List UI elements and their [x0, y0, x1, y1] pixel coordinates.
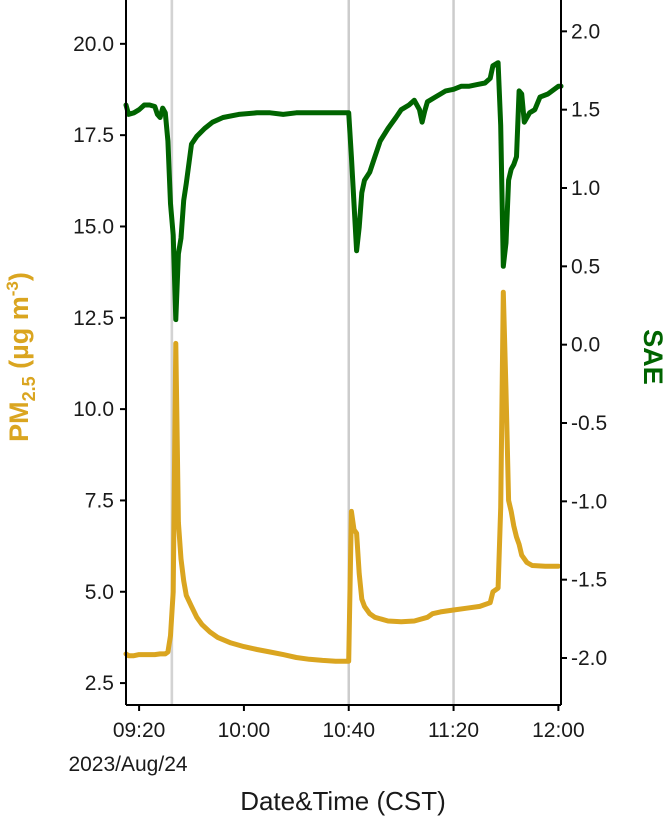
y-right-tick-label: -1.5: [571, 569, 607, 592]
x-tick-label: 11:20: [428, 719, 479, 742]
y-left-tick-label: 17.5: [73, 124, 114, 147]
y-right-tick-label: 2.0: [571, 20, 600, 43]
y-left-title-sub: 2.5: [19, 376, 39, 401]
y-right-tick-label: 1.5: [571, 99, 600, 122]
y-left-title-close: ): [4, 272, 34, 281]
x-axis-date-label: 2023/Aug/24: [68, 753, 187, 776]
y-right-tick-label: 1.0: [571, 177, 600, 200]
y-right-tick-label: 0.0: [571, 334, 600, 357]
y-left-tick-label: 7.5: [85, 489, 114, 512]
y-left-tick-label: 20.0: [73, 33, 114, 56]
y-axis-left-title: PM2.5 (µg m-3): [3, 272, 39, 442]
x-tick-label: 10:00: [218, 719, 271, 742]
y-left-tick-label: 2.5: [85, 672, 114, 695]
axes: 2.5 5.0 7.5 10.0 12.5 15.0 17.5 20.0 -2.0 -1.5 -1.…: [73, 0, 607, 742]
y-left-title-sup: -3: [3, 281, 22, 296]
x-tick-label: 10:40: [322, 719, 375, 742]
x-tick-label: 12:00: [532, 719, 585, 742]
event-shade-0: [170, 0, 174, 705]
pm25-series-line: [123, 289, 561, 664]
y-left-title-main: PM: [4, 401, 34, 442]
series-layer: [123, 60, 564, 664]
y-left-tick-label: 15.0: [73, 215, 114, 238]
y-left-tick-label: 10.0: [73, 398, 114, 421]
y-right-tick-label: -1.0: [571, 490, 607, 513]
y-right-tick-label: -0.5: [571, 412, 607, 435]
y-left-title-unit: (µg m: [4, 296, 34, 376]
y-right-tick-label: 0.5: [571, 255, 600, 278]
y-right-tick-label: -2.0: [571, 647, 607, 670]
y-left-tick-label: 5.0: [85, 581, 114, 604]
x-axis-title: Date&Time (CST): [240, 786, 446, 816]
y-axis-right-title: SAE: [638, 329, 668, 385]
x-tick-label: 09:20: [113, 719, 166, 742]
y-left-tick-label: 12.5: [73, 307, 114, 330]
sae-series-line: [123, 60, 564, 323]
